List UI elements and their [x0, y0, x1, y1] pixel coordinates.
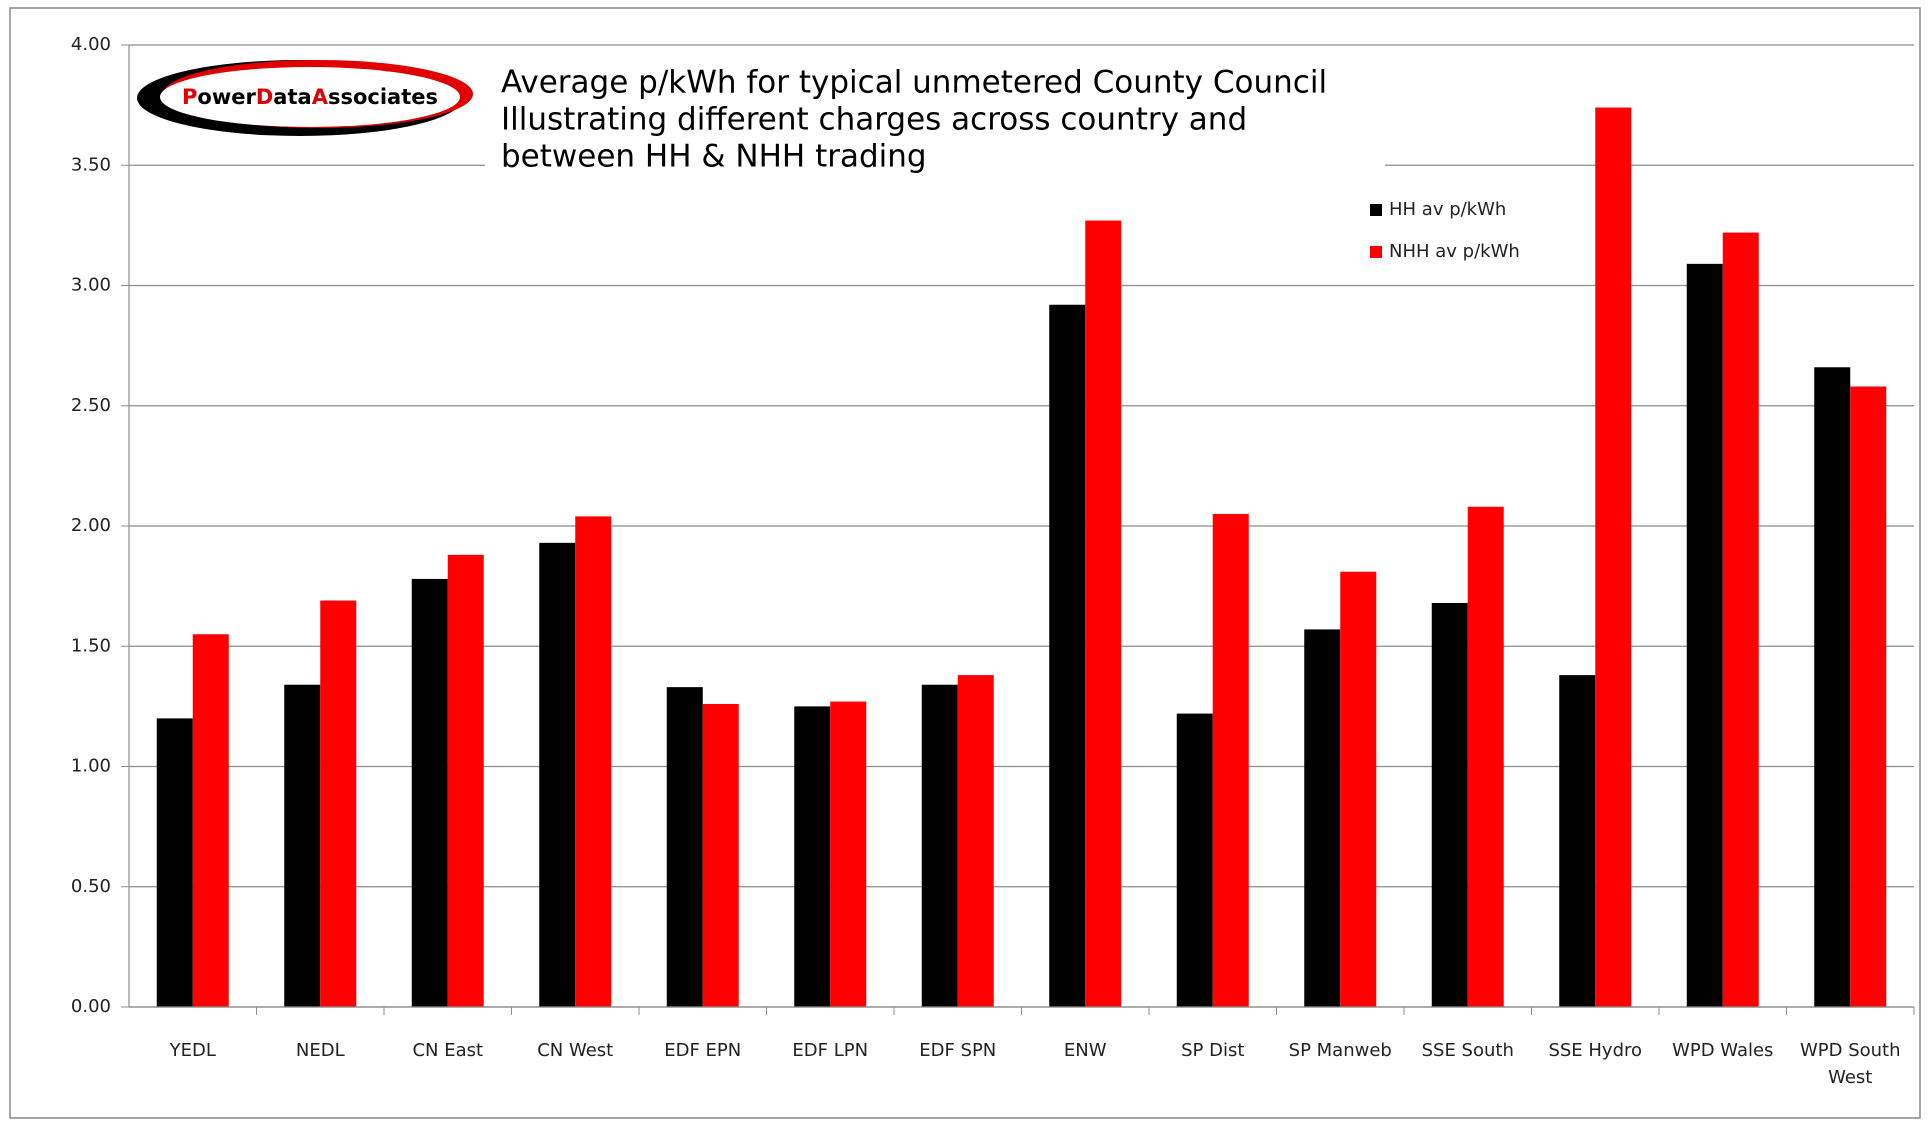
y-tick-label: 4.00 — [71, 34, 111, 55]
y-tick-label: 3.00 — [71, 275, 111, 296]
title-box — [485, 62, 1385, 180]
bar — [284, 684, 321, 1007]
logo: PowerDataAssociates — [137, 60, 473, 136]
x-tick-label: EDF SPN — [919, 1040, 997, 1061]
legend-swatch — [1370, 204, 1382, 216]
legend-label: NHH av p/kWh — [1389, 241, 1520, 262]
chart-title: between HH & NHH trading — [501, 139, 927, 175]
x-tick-label: SP Dist — [1181, 1040, 1245, 1061]
bar — [411, 578, 448, 1007]
y-tick-label: 0.50 — [71, 876, 111, 897]
x-tick-label: SSE South — [1421, 1040, 1514, 1061]
bar — [539, 542, 576, 1007]
bar — [1686, 263, 1723, 1008]
logo-part: ata — [273, 85, 311, 109]
bar — [1850, 386, 1887, 1007]
grid — [121, 44, 1915, 1015]
x-tick-label: SSE Hydro — [1548, 1040, 1643, 1061]
bar — [666, 687, 703, 1007]
bar — [447, 554, 484, 1007]
x-tick-label: YEDL — [169, 1040, 216, 1061]
bar — [1722, 232, 1759, 1008]
x-tick-label: EDF EPN — [664, 1040, 742, 1061]
y-tick-label: 2.50 — [71, 395, 111, 416]
bar — [702, 703, 739, 1007]
bar — [575, 516, 612, 1007]
y-tick-label: 0.00 — [71, 996, 111, 1017]
logo-swoosh — [160, 67, 460, 127]
x-tick-label: CN East — [412, 1040, 484, 1061]
x-tick-label: ENW — [1063, 1040, 1107, 1061]
bar — [1304, 629, 1341, 1007]
logo-part: D — [256, 85, 273, 109]
x-tick-label: SP Manweb — [1288, 1040, 1392, 1061]
bar — [794, 706, 831, 1007]
logo-part: ssociates — [328, 85, 438, 109]
x-tick-label: CN West — [537, 1040, 614, 1061]
bar — [1212, 513, 1249, 1007]
bar — [156, 718, 193, 1007]
x-tick-label: WPD Wales — [1672, 1040, 1774, 1061]
legend-label: HH av p/kWh — [1389, 199, 1506, 220]
bar — [921, 684, 958, 1007]
bar — [1431, 602, 1468, 1007]
bar — [320, 600, 357, 1007]
bar — [1085, 220, 1122, 1007]
chart-frame — [9, 7, 1921, 1119]
chart-title: Illustrating different charges across co… — [501, 102, 1247, 138]
y-tick-label: 3.50 — [71, 154, 111, 175]
chart-title: Average p/kWh for typical unmetered Coun… — [501, 65, 1327, 101]
x-tick-label: EDF LPN — [792, 1040, 869, 1061]
legend-swatch — [1370, 246, 1382, 258]
y-tick-label: 1.00 — [71, 756, 111, 777]
bar — [1340, 571, 1377, 1007]
x-tick-label: NEDL — [295, 1040, 345, 1061]
bar — [957, 675, 994, 1007]
logo-part: A — [312, 85, 329, 109]
bar — [1559, 675, 1596, 1007]
y-tick-label: 1.50 — [71, 635, 111, 656]
x-tick-label: WPD South West — [1799, 1040, 1901, 1088]
bar — [1467, 506, 1504, 1007]
bar — [830, 701, 867, 1007]
logo-part: ower — [197, 85, 256, 109]
logo-text: PowerDataAssociates — [182, 85, 438, 109]
logo-part: P — [182, 85, 197, 109]
bar — [1814, 367, 1851, 1007]
bar — [1049, 304, 1086, 1007]
bar — [192, 634, 229, 1007]
bar — [1595, 107, 1632, 1007]
y-tick-label: 2.00 — [71, 515, 111, 536]
bar — [1176, 713, 1213, 1007]
